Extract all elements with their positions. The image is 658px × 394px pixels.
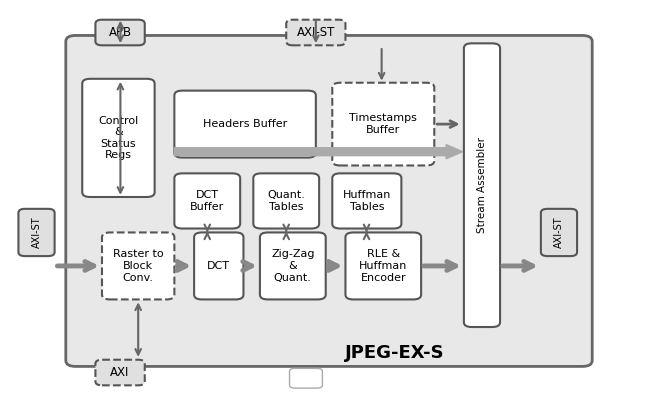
FancyBboxPatch shape [541, 209, 577, 256]
Text: RLE &
Huffman
Encoder: RLE & Huffman Encoder [359, 249, 407, 282]
FancyBboxPatch shape [260, 232, 326, 299]
Text: AXI: AXI [111, 366, 130, 379]
FancyBboxPatch shape [464, 43, 500, 327]
Text: Huffman
Tables: Huffman Tables [343, 190, 391, 212]
FancyBboxPatch shape [95, 20, 145, 45]
FancyBboxPatch shape [66, 35, 592, 366]
FancyBboxPatch shape [253, 173, 319, 229]
Text: Control
&
Status
Regs: Control & Status Regs [98, 115, 139, 160]
Text: DCT: DCT [207, 261, 230, 271]
FancyBboxPatch shape [332, 83, 434, 165]
Text: AXI-ST: AXI-ST [554, 217, 564, 248]
FancyBboxPatch shape [286, 20, 345, 45]
Text: AXI-ST: AXI-ST [32, 217, 41, 248]
FancyBboxPatch shape [290, 368, 322, 388]
FancyBboxPatch shape [102, 232, 174, 299]
FancyBboxPatch shape [345, 232, 421, 299]
Text: Quant.
Tables: Quant. Tables [267, 190, 305, 212]
FancyArrow shape [174, 145, 463, 159]
Text: Headers Buffer: Headers Buffer [203, 119, 288, 129]
Text: Zig-Zag
&
Quant.: Zig-Zag & Quant. [271, 249, 315, 282]
FancyBboxPatch shape [82, 79, 155, 197]
FancyBboxPatch shape [174, 91, 316, 158]
FancyBboxPatch shape [174, 173, 240, 229]
Text: JPEG-EX-S: JPEG-EX-S [345, 344, 445, 362]
Text: DCT
Buffer: DCT Buffer [190, 190, 224, 212]
Text: APB: APB [109, 26, 132, 39]
Text: AXI-ST: AXI-ST [297, 26, 335, 39]
Text: Timestamps
Buffer: Timestamps Buffer [349, 113, 417, 135]
FancyBboxPatch shape [95, 360, 145, 385]
FancyBboxPatch shape [332, 173, 401, 229]
FancyBboxPatch shape [194, 232, 243, 299]
FancyBboxPatch shape [18, 209, 55, 256]
Text: Raster to
Block
Conv.: Raster to Block Conv. [113, 249, 163, 282]
Text: Stream Assembler: Stream Assembler [477, 137, 487, 233]
